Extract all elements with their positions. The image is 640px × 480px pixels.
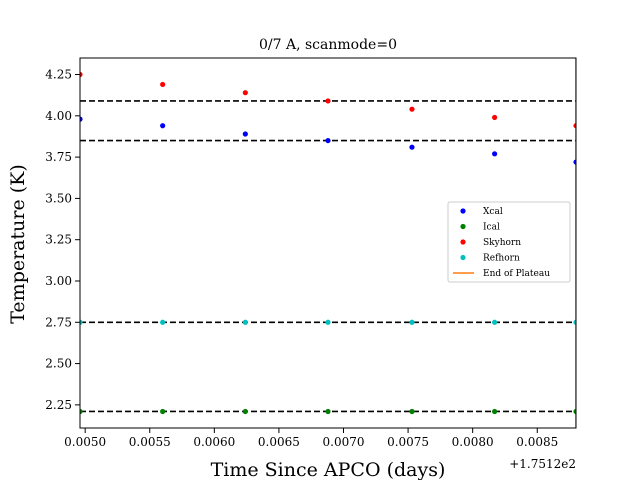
legend-frame [447, 201, 571, 283]
refhorn-point-3 [325, 319, 331, 325]
x-tick-label-1: 0.0055 [129, 435, 171, 449]
refhorn-point-5 [492, 319, 498, 325]
y-tick-label-4: 3.25 [45, 233, 72, 247]
legend-marker-ical [460, 223, 466, 230]
y-tick-label-7: 4.00 [45, 109, 72, 123]
ical-point-5 [492, 408, 498, 415]
ical-point-6 [573, 408, 576, 415]
xcal-point-4 [409, 144, 415, 150]
refhorn-point-0 [80, 319, 83, 325]
x-tick-label-3: 0.0065 [258, 435, 300, 449]
refhorn-point-1 [160, 319, 166, 325]
ical-point-2 [242, 408, 248, 415]
plot-content [80, 58, 576, 428]
xcal-point-2 [242, 131, 248, 137]
x-axis-offset-label: +1.7512e2 [509, 457, 576, 471]
skyhorn-point-4 [409, 106, 415, 112]
x-tick-label-6: 0.0080 [452, 435, 494, 449]
legend-marker-skyhorn [460, 239, 466, 245]
y-tick-label-6: 3.75 [45, 150, 72, 164]
xcal-point-3 [325, 137, 331, 144]
legend: Xcal Ical Skyhorn Refhorn End of Plateau [447, 201, 571, 283]
xcal-point-1 [160, 123, 166, 129]
x-tick-label-0: 0.0050 [64, 435, 106, 449]
plot-area [79, 57, 577, 429]
y-tick-label-0: 2.25 [45, 398, 72, 412]
x-tick-label-2: 0.0060 [193, 435, 235, 449]
legend-label-skyhorn: Skyhorn [483, 238, 521, 248]
legend-label-refhorn: Refhorn [483, 254, 520, 264]
y-tick-label-3: 3.00 [45, 274, 72, 288]
skyhorn-point-0 [80, 71, 83, 78]
skyhorn-point-1 [160, 81, 166, 88]
ical-point-1 [160, 408, 166, 415]
legend-marker-xcal [460, 208, 466, 214]
xcal-point-5 [492, 151, 498, 157]
y-tick-label-1: 2.50 [45, 357, 72, 371]
xcal-point-0 [80, 116, 83, 122]
ical-point-4 [409, 408, 415, 415]
x-tick-label-4: 0.0070 [323, 435, 365, 449]
x-tick-label-5: 0.0075 [387, 435, 429, 449]
chart-title: 0/7 A, scanmode=0 [259, 37, 397, 53]
legend-label-end-of-plateau: End of Plateau [483, 269, 550, 279]
refhorn-point-2 [242, 319, 248, 325]
y-tick-label-5: 3.50 [45, 191, 72, 205]
skyhorn-point-2 [242, 90, 248, 96]
y-axis: 2.25 2.50 2.75 3.00 3.25 3.50 3.75 4.00 4.25 [45, 68, 80, 412]
ical-point-0 [80, 408, 83, 415]
skyhorn-point-3 [325, 98, 331, 104]
legend-marker-refhorn [460, 254, 466, 261]
refhorn-point-6 [573, 319, 576, 325]
ical-point-3 [325, 408, 331, 415]
skyhorn-point-5 [492, 114, 498, 121]
x-axis-label: Time Since APCO (days) [211, 459, 446, 480]
y-axis-label: Temperature (K) [7, 164, 29, 324]
legend-label-ical: Ical [483, 223, 500, 233]
x-tick-label-7: 0.0085 [516, 435, 558, 449]
legend-label-xcal: Xcal [483, 207, 503, 217]
xcal-point-6 [573, 159, 576, 165]
y-tick-label-2: 2.75 [45, 315, 72, 329]
skyhorn-point-6 [573, 123, 576, 129]
refhorn-point-4 [409, 319, 415, 325]
x-axis: 0.0050 0.0055 0.0060 0.0065 0.0070 0.0075 0.00… [64, 428, 558, 449]
y-tick-label-8: 4.25 [45, 68, 72, 82]
plot-frame [79, 57, 577, 429]
